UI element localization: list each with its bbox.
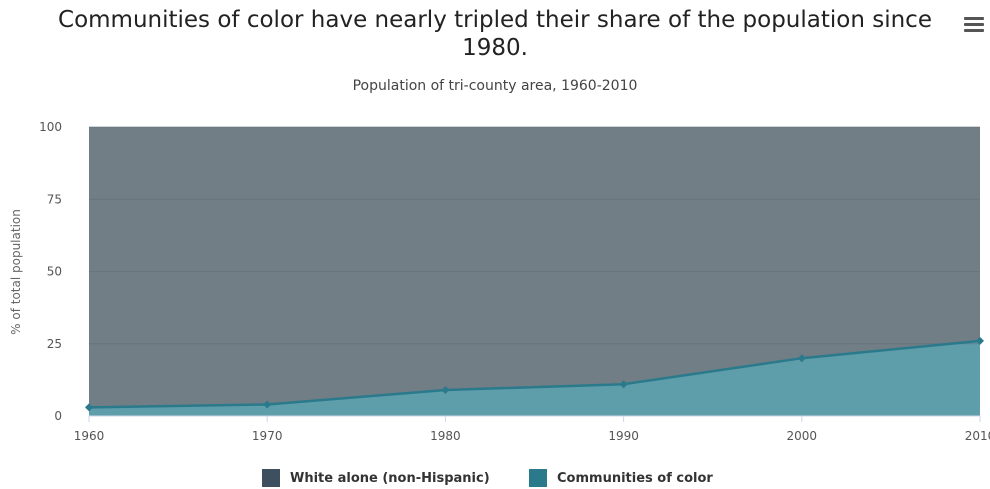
- data-point: [263, 400, 272, 409]
- legend-item-white-alone[interactable]: White alone (non-Hispanic): [262, 469, 490, 487]
- chart-title: Communities of color have nearly tripled…: [58, 7, 932, 61]
- data-point: [441, 385, 450, 394]
- y-tick-label: 75: [47, 192, 62, 206]
- legend-swatch: [262, 469, 280, 487]
- area-white-alone: [89, 127, 980, 408]
- line-communities-of-color: [88, 339, 981, 409]
- legend-swatch: [529, 469, 547, 487]
- legend-label: Communities of color: [557, 470, 713, 486]
- menu-bar: [964, 29, 984, 32]
- x-tick-label: 1980: [430, 429, 461, 443]
- y-tick-label: 0: [54, 409, 62, 423]
- hamburger-menu-icon[interactable]: [962, 14, 988, 36]
- chart-subtitle: Population of tri-county area, 1960-2010: [352, 78, 638, 94]
- legend: White alone (non-Hispanic) Communities o…: [0, 469, 990, 489]
- data-point: [619, 380, 628, 389]
- y-tick-label: 100: [39, 120, 62, 134]
- x-tick-label: 1960: [74, 429, 105, 443]
- legend-label: White alone (non-Hispanic): [290, 470, 490, 486]
- menu-bar: [964, 17, 984, 20]
- y-axis-title: % of total population: [9, 209, 23, 335]
- x-tick-label: 2000: [787, 429, 818, 443]
- area-communities-of-color: [89, 340, 980, 416]
- x-tick-label: 1990: [608, 429, 639, 443]
- x-tick-label: 2010: [965, 429, 990, 443]
- menu-bar: [964, 23, 984, 26]
- y-tick-label: 50: [47, 265, 62, 279]
- data-point: [976, 336, 984, 345]
- legend-item-communities-of-color[interactable]: Communities of color: [529, 469, 713, 487]
- data-point: [85, 403, 93, 412]
- data-point: [797, 354, 806, 363]
- x-tick-label: 1970: [252, 429, 283, 443]
- y-tick-label: 25: [47, 337, 62, 351]
